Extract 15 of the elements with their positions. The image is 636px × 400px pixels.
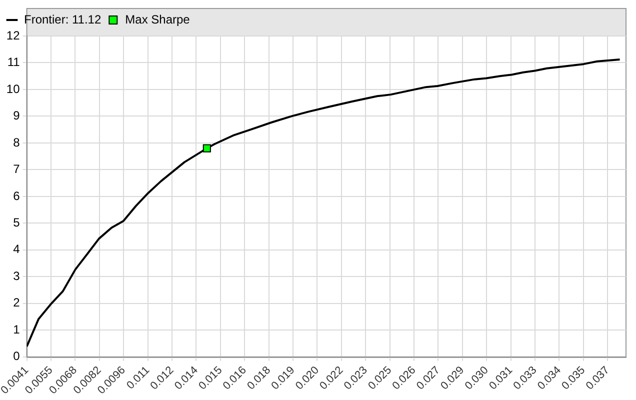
y-tick-label: 1 — [13, 322, 20, 336]
y-tick-label: 12 — [6, 28, 20, 42]
legend-label: Frontier: 11.12 — [24, 12, 102, 26]
y-tick-label: 5 — [13, 215, 20, 230]
y-tick-label: 0 — [13, 349, 20, 364]
y-tick-label: 10 — [6, 82, 20, 96]
y-tick-label: 2 — [13, 296, 20, 310]
legend-label: Max Sharpe — [125, 12, 190, 26]
y-tick-label: 8 — [13, 135, 20, 150]
y-tick-label: 9 — [13, 108, 20, 123]
y-tick-label: 11 — [7, 55, 20, 70]
y-tick-label: 7 — [13, 162, 20, 176]
y-tick-label: 4 — [13, 242, 20, 256]
y-tick-label: 6 — [13, 188, 20, 203]
y-tick-label: 3 — [13, 268, 20, 283]
